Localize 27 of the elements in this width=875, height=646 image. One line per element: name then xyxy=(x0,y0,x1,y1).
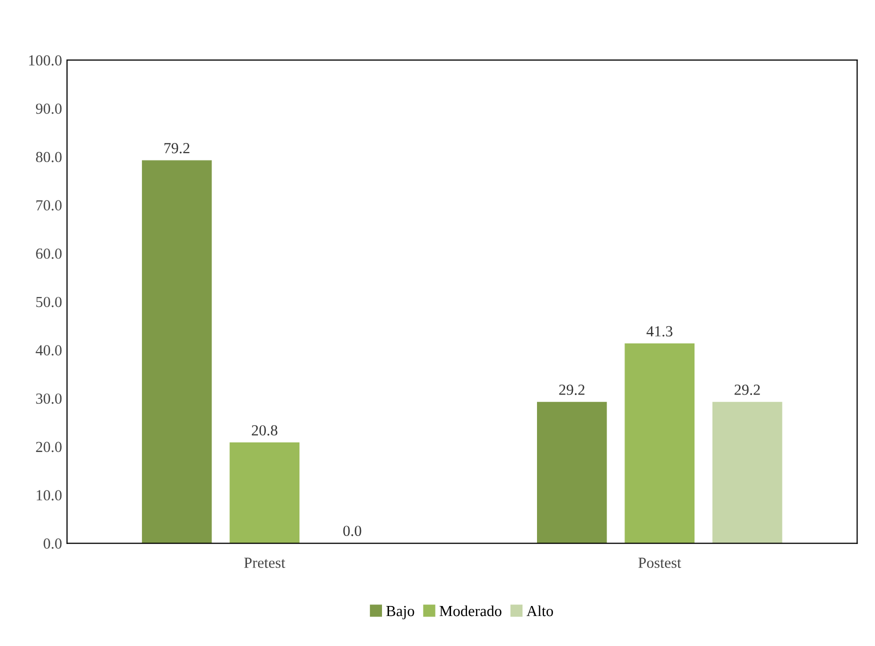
y-tick-label: 20.0 xyxy=(36,442,62,452)
data-label: 29.2 xyxy=(559,384,584,395)
y-tick-label: 10.0 xyxy=(36,490,62,500)
y-tick-label: 60.0 xyxy=(36,248,62,259)
x-tick-label: Pretest xyxy=(244,558,286,568)
bar xyxy=(712,402,782,544)
y-tick-label: 70.0 xyxy=(36,200,62,211)
y-tick-label: 90.0 xyxy=(36,104,62,114)
y-tick-label: 40.0 xyxy=(36,345,62,356)
y-tick-label: 80.0 xyxy=(36,152,62,162)
legend-label: Alto xyxy=(526,605,553,616)
bar xyxy=(536,402,607,544)
legend-label: Moderado xyxy=(440,605,502,616)
data-label: 79.2 xyxy=(164,143,190,154)
y-tick-label: 50.0 xyxy=(36,296,62,308)
bar xyxy=(230,442,300,544)
bar xyxy=(142,160,212,544)
bar xyxy=(624,343,695,544)
data-label: 20.8 xyxy=(252,425,278,436)
legend-label: Bajo xyxy=(386,606,414,620)
data-label: 41.3 xyxy=(646,326,672,337)
x-tick-label: Postest xyxy=(638,558,682,568)
data-label: 29.2 xyxy=(734,384,760,395)
y-tick-label: 100.0 xyxy=(29,55,62,66)
y-tick-label: 0.0 xyxy=(44,538,62,549)
data-label: 0.0 xyxy=(343,526,362,536)
y-tick-label: 30.0 xyxy=(36,393,62,404)
